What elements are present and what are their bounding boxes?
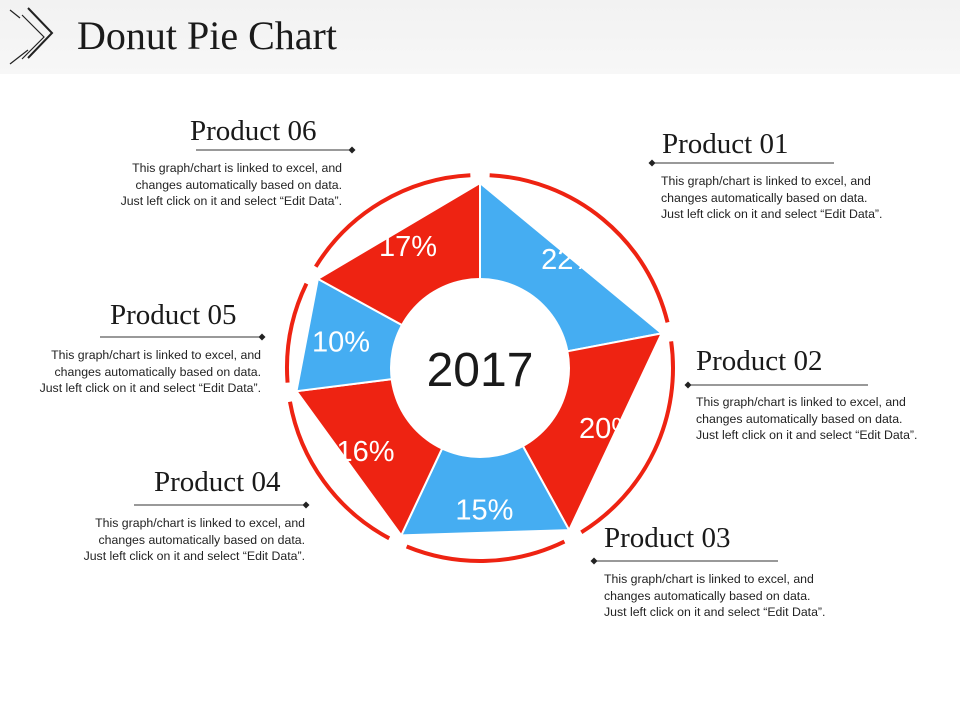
slice-value-label: 15%: [455, 494, 513, 526]
donut-hole: [390, 278, 570, 458]
connector-dot-icon: [348, 146, 356, 154]
product-04-title: Product 04: [154, 466, 281, 498]
diamond-logo-icon: [9, 7, 54, 65]
outer-ring-segment: [285, 282, 309, 383]
connector-dot-icon: [590, 557, 598, 565]
slice-value-label: 10%: [312, 326, 370, 358]
connector-dot-icon: [302, 501, 310, 509]
outer-ring-segment: [580, 341, 675, 534]
product-02-description: This graph/chart is linked to excel, and…: [696, 395, 918, 443]
slice-value-label: 22%: [541, 244, 599, 276]
connector-dot-icon: [648, 159, 656, 167]
product-05-description: This graph/chart is linked to excel, and…: [39, 348, 261, 396]
product-06-title: Product 06: [190, 115, 317, 147]
product-06-description: This graph/chart is linked to excel, and…: [120, 161, 342, 209]
product-01-title: Product 01: [662, 128, 789, 160]
header-bar: Donut Pie Chart: [0, 0, 960, 74]
page-title: Donut Pie Chart: [77, 13, 337, 58]
product-02-title: Product 02: [696, 345, 823, 377]
product-03-title: Product 03: [604, 522, 731, 554]
outer-ring-segment: [314, 173, 471, 268]
product-05-title: Product 05: [110, 299, 237, 331]
connector-dot-icon: [684, 381, 692, 389]
connector-dot-icon: [258, 333, 266, 341]
slice-value-label: 20%: [579, 413, 637, 445]
slice-value-label: 16%: [337, 436, 395, 468]
center-year-label: 2017: [427, 344, 534, 397]
outer-ring-segment: [489, 173, 670, 323]
product-03-description: This graph/chart is linked to excel, and…: [604, 572, 826, 620]
product-04-description: This graph/chart is linked to excel, and…: [83, 516, 305, 564]
slice-value-label: 17%: [379, 231, 437, 263]
outer-ring-segment: [405, 539, 566, 563]
product-01-description: This graph/chart is linked to excel, and…: [661, 174, 883, 222]
outer-ring-segment: [288, 401, 391, 541]
